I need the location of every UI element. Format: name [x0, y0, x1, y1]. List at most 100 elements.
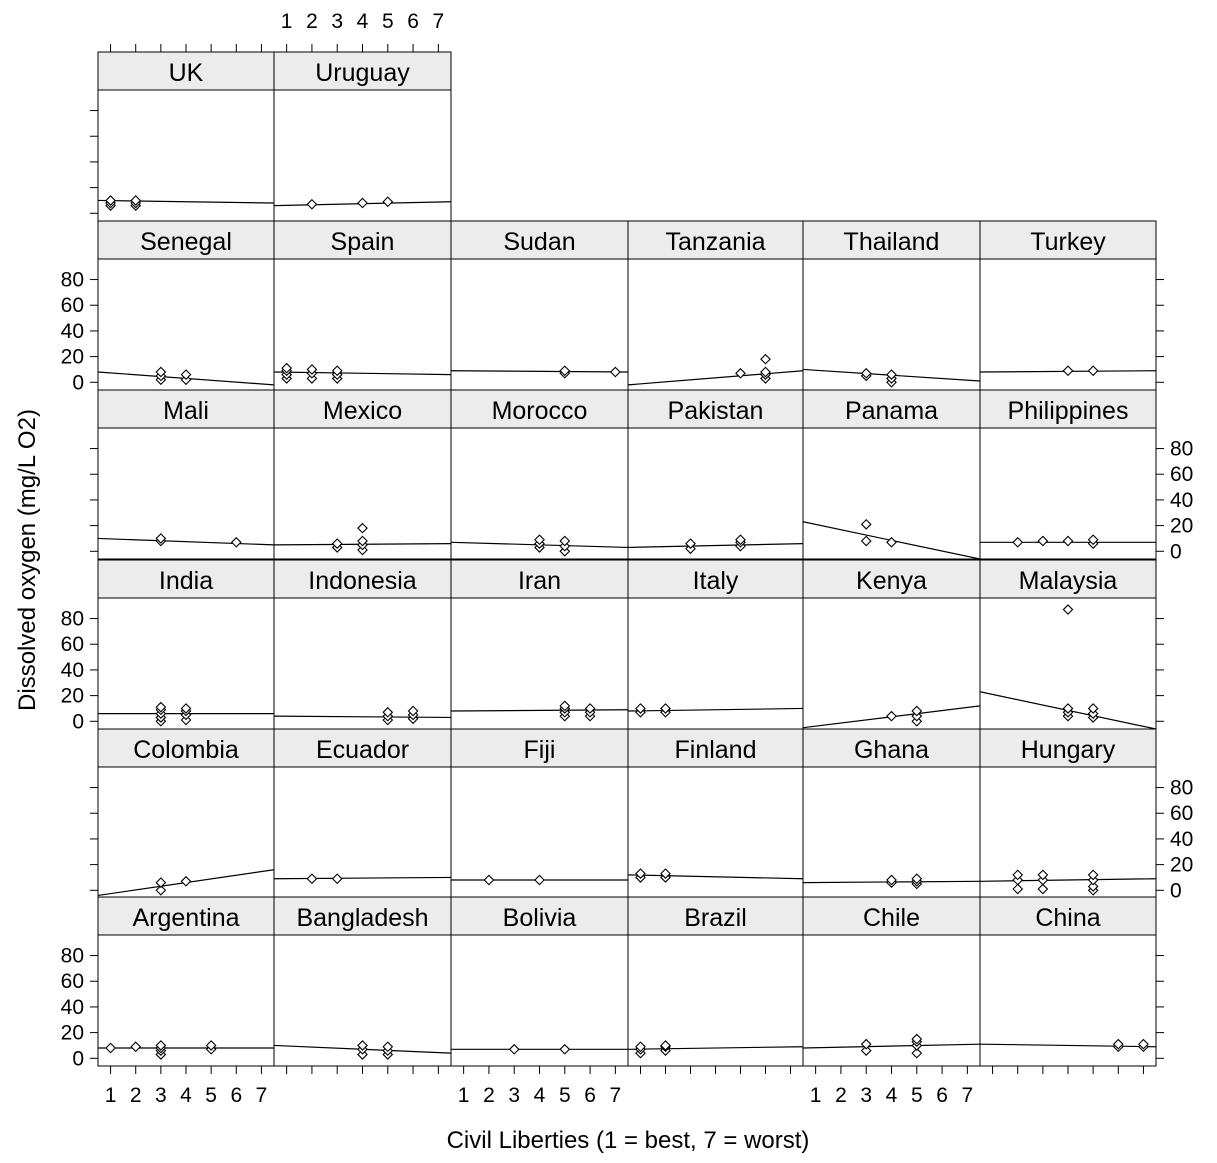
- data-point-panama: [860, 535, 872, 547]
- data-point-finland: [635, 868, 646, 879]
- y-tick-label: 20: [61, 685, 84, 708]
- strip-label-china: China: [1035, 904, 1100, 932]
- strip-label-argentina: Argentina: [132, 904, 239, 932]
- panel-argentina: Argentina: [97, 896, 275, 1067]
- fit-line-spain: [274, 371, 451, 376]
- panel-plot-area: [627, 934, 804, 1067]
- strip-uruguay: [273, 51, 452, 91]
- strip-fiji: [450, 728, 629, 768]
- strip-ecuador: [273, 728, 452, 768]
- y-axis-left-row0: [90, 110, 98, 214]
- data-point-ghana: [911, 873, 923, 885]
- strip-label-uk: UK: [169, 59, 204, 87]
- panel-pakistan: Pakistan: [627, 389, 804, 560]
- panel-italy: Italy: [627, 559, 804, 730]
- fit-line-ecuador: [274, 876, 451, 880]
- panel-chile: Chile: [802, 896, 981, 1067]
- panel-ghana: Ghana: [802, 728, 981, 899]
- data-point-italy: [660, 703, 671, 714]
- strip-malaysia: [979, 559, 1157, 599]
- panel-bangladesh: Bangladesh: [273, 896, 452, 1067]
- panel-plot-area: [450, 427, 629, 560]
- strip-label-finland: Finland: [675, 736, 757, 764]
- data-point-colombia: [155, 877, 167, 888]
- data-point-mexico: [331, 538, 343, 549]
- panel-plot-area: [627, 597, 804, 730]
- strip-label-india: India: [159, 567, 213, 595]
- panel-plot-area: [97, 934, 275, 1067]
- strip-sudan: [450, 220, 629, 260]
- strip-label-senegal: Senegal: [140, 228, 232, 256]
- data-point-hungary: [1012, 883, 1024, 895]
- panel-kenya: Kenya: [802, 559, 981, 730]
- strip-ghana: [802, 728, 981, 768]
- x-tick-label: 4: [357, 10, 369, 33]
- y-tick-label: 0: [72, 1047, 84, 1070]
- y-axis-right-row1: [1156, 279, 1164, 383]
- panel-plot-area: [273, 258, 452, 391]
- data-point-ghana: [886, 874, 897, 886]
- strip-label-brazil: Brazil: [684, 904, 747, 932]
- strip-iran: [450, 559, 629, 599]
- panel-plot-area: [802, 597, 981, 730]
- strip-chile: [802, 896, 981, 936]
- fit-line-tanzania: [628, 370, 803, 386]
- fit-line-mali: [98, 537, 274, 546]
- data-point-bangladesh: [382, 1041, 394, 1053]
- data-point-spain: [306, 364, 318, 375]
- panel-plot-area: [802, 258, 981, 391]
- data-point-tanzania: [760, 353, 771, 365]
- x-tick-label: 6: [230, 1084, 242, 1107]
- x-tick-label: 2: [306, 10, 318, 33]
- x-tick-label: 1: [281, 10, 293, 33]
- data-point-uk: [130, 195, 142, 206]
- data-point-mali: [230, 536, 242, 548]
- data-point-senegal: [180, 369, 192, 380]
- strip-brazil: [627, 896, 804, 936]
- x-axis-bottom-col3: [640, 1066, 791, 1074]
- fit-line-hungary: [980, 878, 1156, 882]
- data-point-spain: [331, 365, 343, 377]
- panel-malaysia: Malaysia: [979, 559, 1157, 730]
- data-point-indonesia: [407, 705, 419, 717]
- data-point-pakistan: [685, 538, 696, 549]
- strip-senegal: [97, 220, 275, 260]
- data-point-malaysia: [1062, 604, 1074, 615]
- data-point-colombia: [180, 875, 192, 887]
- y-axis-right-row3: [1156, 618, 1164, 722]
- data-point-finland: [660, 868, 671, 879]
- strip-label-ghana: Ghana: [854, 736, 929, 764]
- x-tick-label: 6: [407, 10, 419, 33]
- strip-mali: [97, 389, 275, 429]
- panel-plot-area: [97, 258, 275, 391]
- data-point-chile: [911, 1047, 923, 1059]
- strip-label-pakistan: Pakistan: [668, 397, 764, 425]
- y-axis-right-row5: [1156, 955, 1164, 1059]
- data-point-china: [1138, 1038, 1149, 1050]
- data-point-kenya: [886, 710, 897, 722]
- y-tick-label: 20: [1170, 854, 1193, 877]
- y-tick-label: 40: [1170, 489, 1193, 512]
- y-tick-label: 60: [61, 633, 84, 656]
- x-tick-label: 1: [810, 1084, 822, 1107]
- y-tick-label: 20: [61, 346, 84, 369]
- strip-label-tanzania: Tanzania: [665, 228, 765, 256]
- panel-brazil: Brazil: [627, 896, 804, 1067]
- panel-plot-area: [450, 934, 629, 1067]
- strip-label-morocco: Morocco: [492, 397, 588, 425]
- panel-philippines: Philippines: [979, 389, 1157, 560]
- panels-layer: UK Uruguay Senegal Spain Sudan Tanzania Thaila…: [97, 51, 1157, 1067]
- panel-panama: Panama: [802, 389, 981, 560]
- x-axis-bottom-col1: [286, 1066, 439, 1074]
- y-tick-label: 0: [72, 710, 84, 733]
- data-point-philippines: [1037, 535, 1049, 547]
- x-axis-top-col0: [110, 44, 262, 52]
- data-point-colombia: [155, 884, 167, 896]
- panel-plot-area: [273, 597, 452, 730]
- data-point-argentina: [105, 1042, 116, 1054]
- x-tick-label: 4: [886, 1084, 898, 1107]
- panel-plot-area: [979, 766, 1157, 899]
- fit-line-uk: [98, 199, 274, 204]
- x-tick-label: 2: [483, 1084, 495, 1107]
